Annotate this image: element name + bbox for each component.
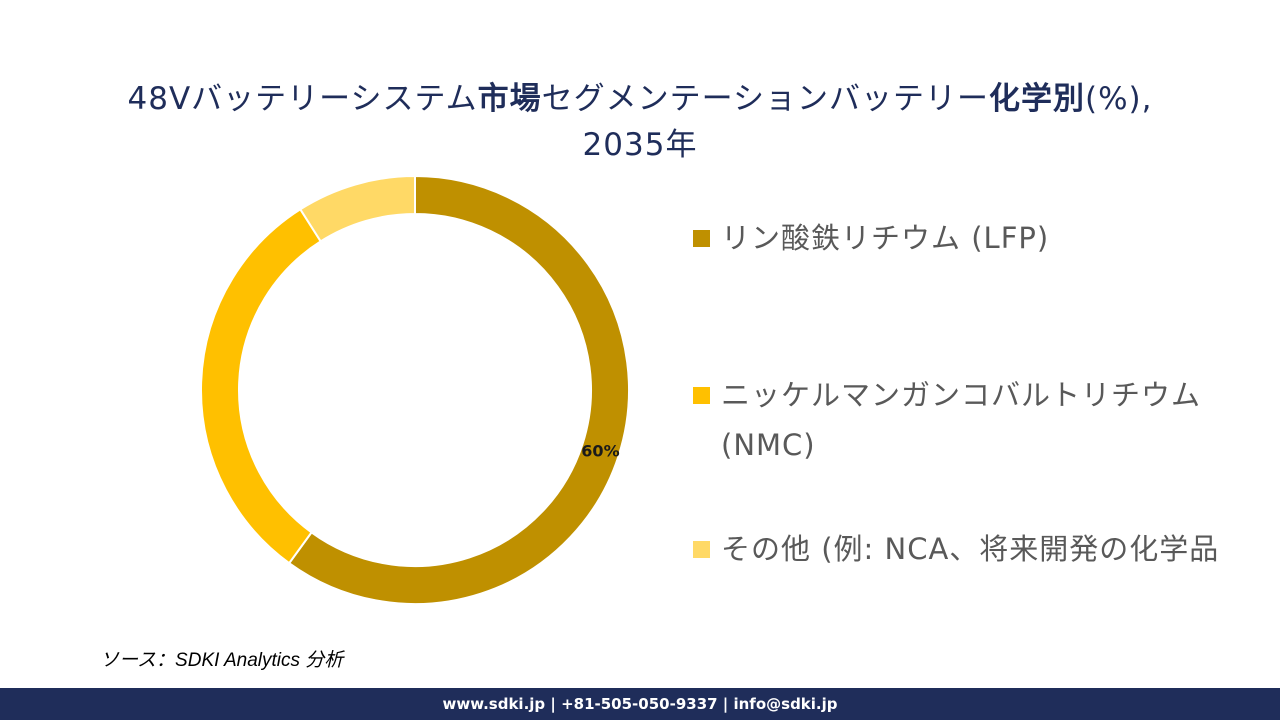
- data-label-lfp: 60%: [581, 441, 619, 460]
- legend-swatch-lfp: [693, 230, 710, 247]
- legend-swatch-other: [693, 541, 710, 558]
- title-part3: セグメンテーションバッテリー: [541, 81, 989, 117]
- donut-slice-other: [298, 174, 416, 243]
- legend-label-nmc: ニッケルマンガンコバルトリチウム: [721, 378, 1202, 412]
- donut-slice-lfp: [287, 174, 630, 605]
- title-part5: (%),: [1085, 81, 1153, 117]
- legend-label-lfp: リン酸鉄リチウム (LFP): [721, 221, 1050, 255]
- footer-contact: www.sdki.jp | +81-505-050-9337 | info@sd…: [442, 695, 838, 713]
- legend-label-nmc-line2: (NMC): [721, 428, 816, 462]
- legend: リン酸鉄リチウム (LFP) ニッケルマンガンコバルトリチウム (NMC) その…: [693, 0, 1253, 720]
- donut-slice-nmc: [200, 207, 323, 565]
- donut-chart: 60%: [190, 165, 640, 615]
- chart-title-line2: 2035年: [582, 127, 698, 163]
- title-part1: 48Vバッテリーシステム: [127, 81, 478, 117]
- chart-title-line1: 48Vバッテリーシステム市場セグメンテーションバッテリー化学別(%),: [20, 76, 1260, 122]
- title-part4: 化学別: [989, 81, 1085, 117]
- legend-swatch-nmc: [693, 387, 710, 404]
- source-note: ソース：SDKI Analytics 分析: [100, 650, 344, 671]
- footer-bar: www.sdki.jp | +81-505-050-9337 | info@sd…: [0, 688, 1280, 720]
- chart-title: 48Vバッテリーシステム市場セグメンテーションバッテリー化学別(%), 2035…: [20, 76, 1260, 168]
- donut-chart-svg: 60%: [200, 174, 630, 605]
- legend-label-other: その他 (例: NCA、将来開発の化学品: [721, 532, 1220, 566]
- title-part2: 市場: [477, 81, 542, 117]
